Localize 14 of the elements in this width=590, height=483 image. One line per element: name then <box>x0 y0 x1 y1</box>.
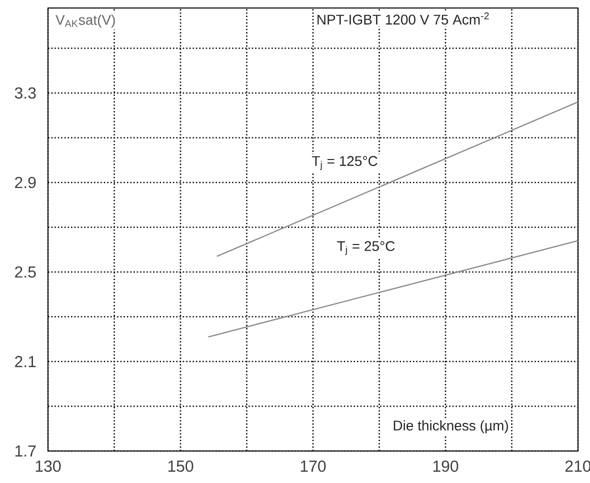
x-tick-label: 170 <box>300 460 326 472</box>
y-tick-label: 2.5 <box>15 266 36 278</box>
chart-title: NPT-IGBT 1200 V 75 Acm$^{-2}$ <box>318 12 489 25</box>
x-tick-label: 150 <box>168 460 194 472</box>
annotation: T$_{j}$ = 125°C <box>312 156 378 170</box>
x-tick-label: 130 <box>36 460 61 472</box>
annotation: T$_{j}$ = 25°C <box>337 241 395 256</box>
x-tick-label: 190 <box>433 460 458 472</box>
y-axis-title: V$_{AK}$sat(V) <box>56 14 115 28</box>
x-axis-title: Die thickness (µm) <box>394 420 508 434</box>
y-tick-label: 2.9 <box>15 176 36 188</box>
y-tick-label: 1.7 <box>15 445 36 457</box>
y-tick-label: 3.3 <box>14 87 36 99</box>
y-tick-label: 2.1 <box>15 356 36 368</box>
